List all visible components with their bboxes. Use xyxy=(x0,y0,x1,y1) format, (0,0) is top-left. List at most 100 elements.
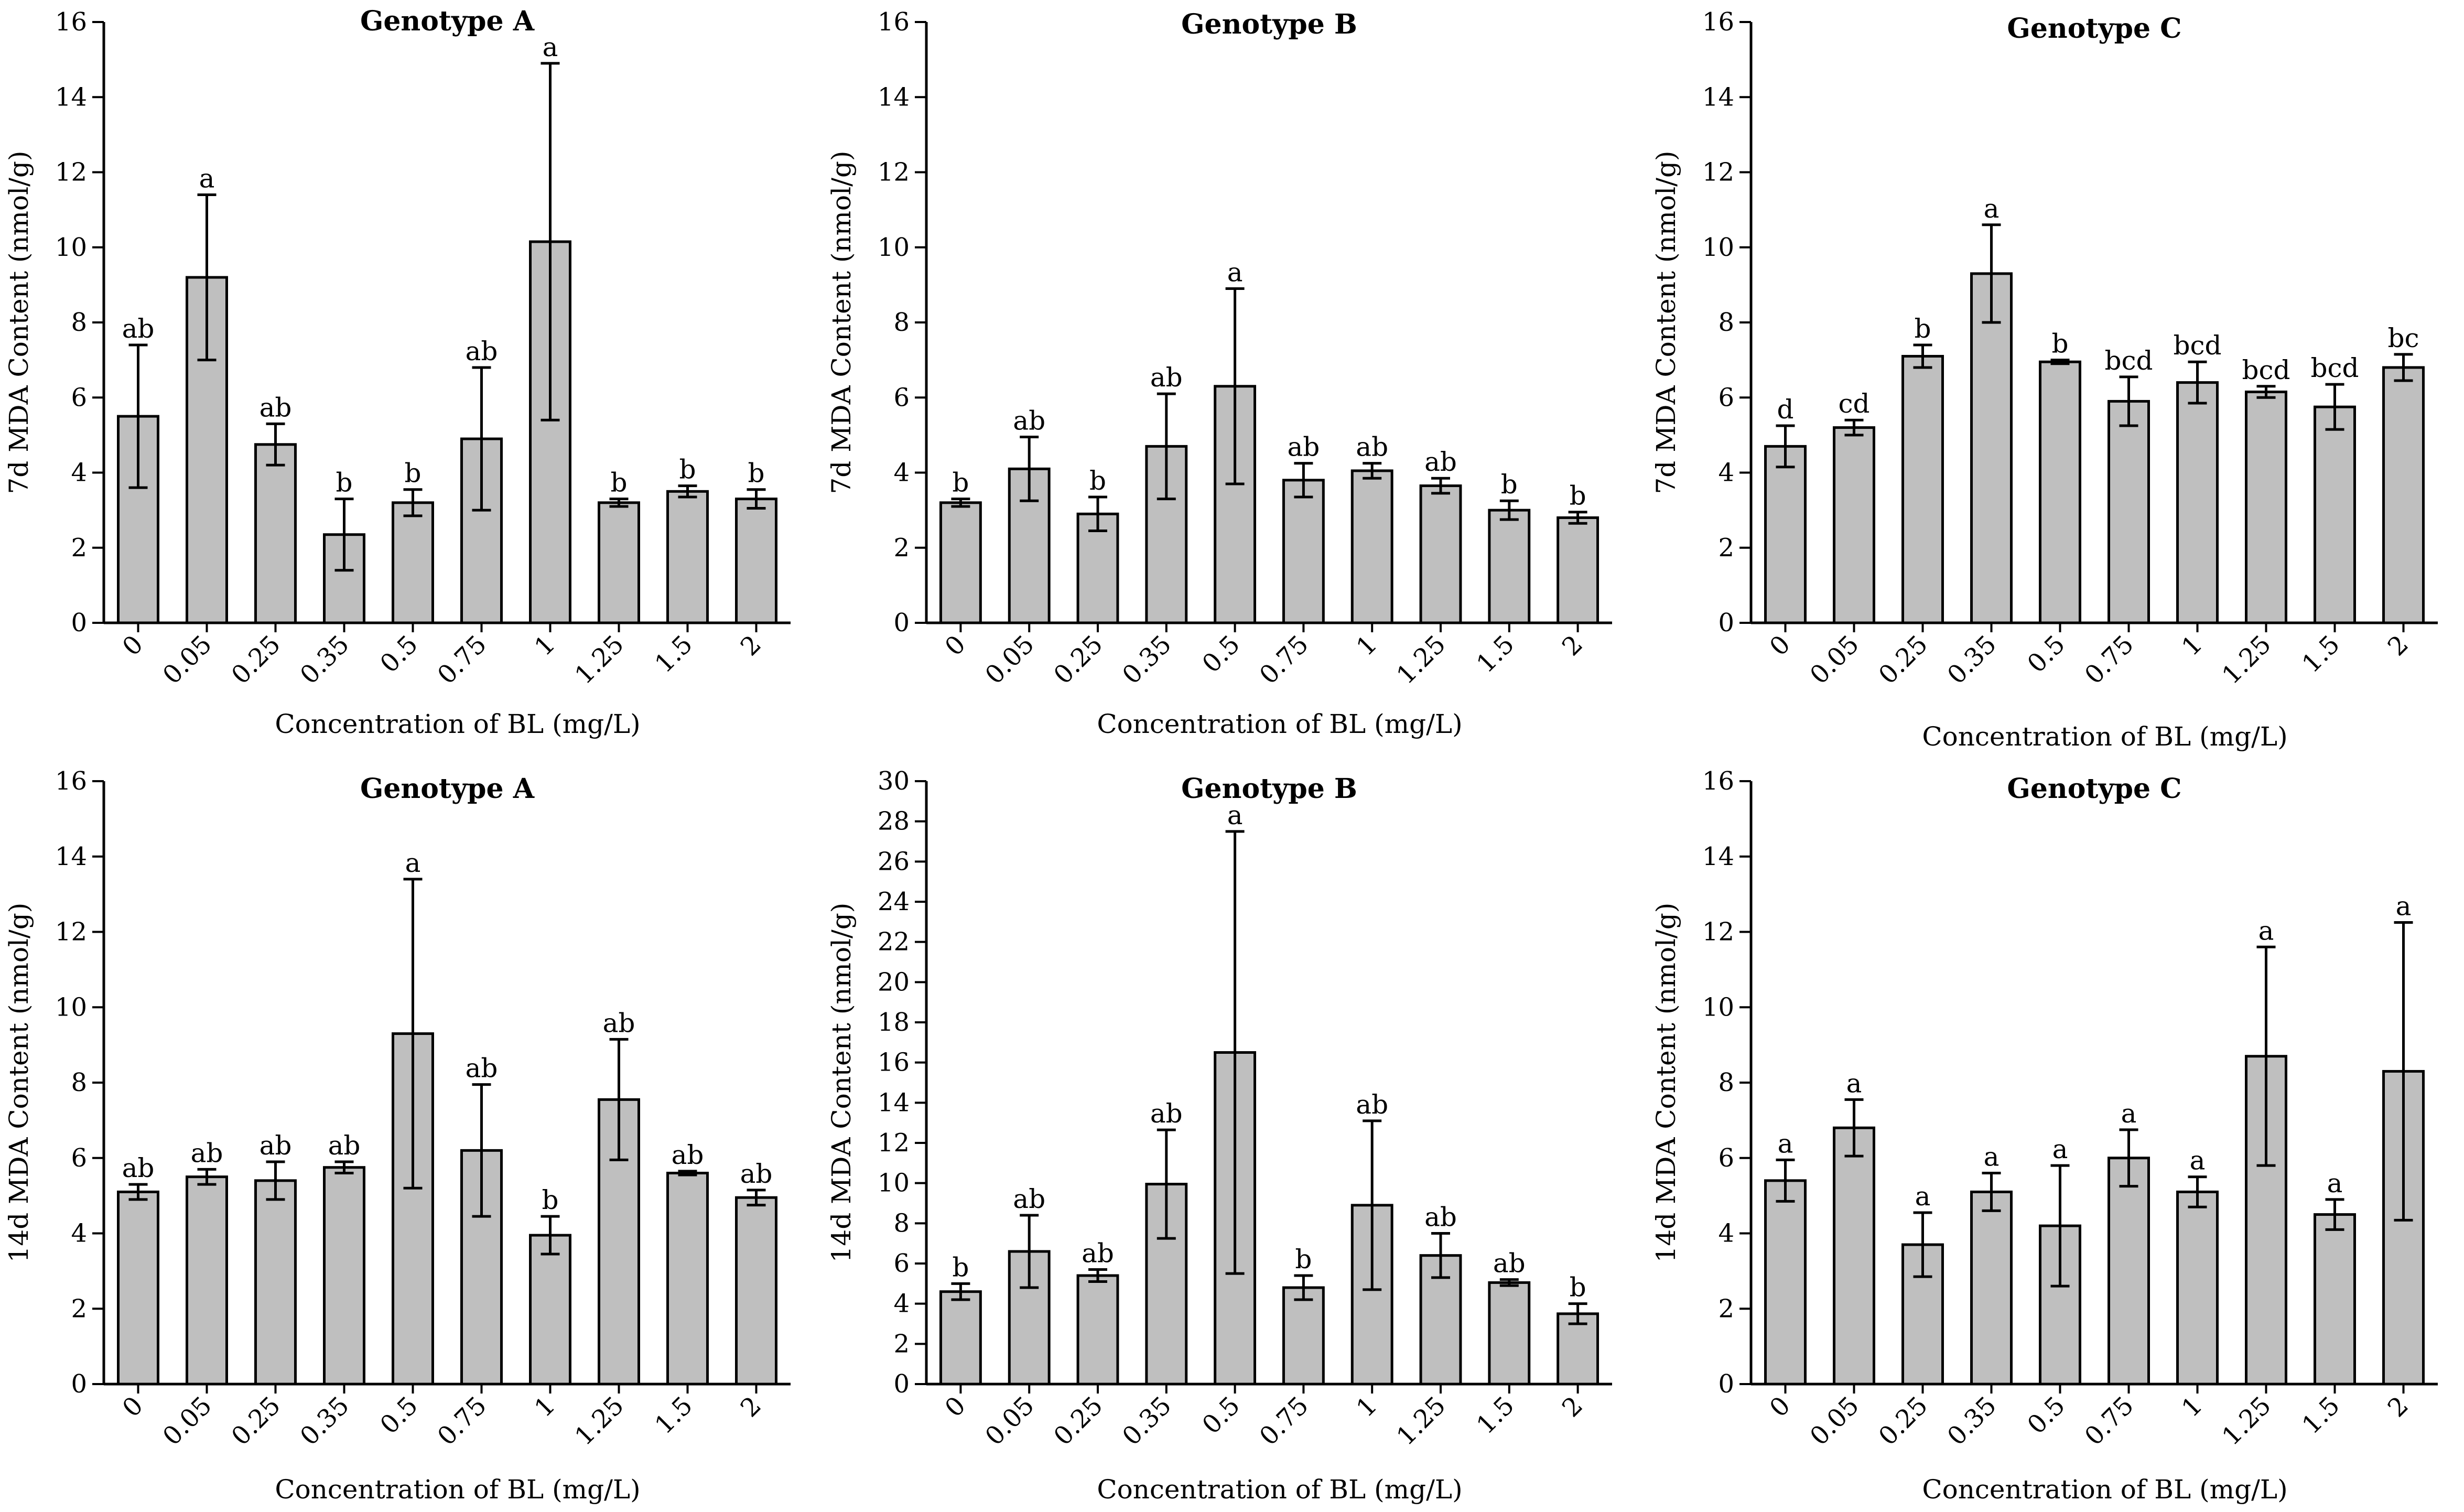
bar xyxy=(1488,1281,1531,1386)
x-tick-label: 0.5 xyxy=(2022,630,2071,679)
y-tick-label: 6 xyxy=(893,383,910,412)
chart-panel-3: 0246810121416d0cd0.05b0.25a0.35b0.5bcd0.… xyxy=(1651,7,2438,752)
x-tick-label: 0.35 xyxy=(295,630,355,690)
y-tick-label: 0 xyxy=(893,1369,910,1399)
significance-label: ab xyxy=(1493,1248,1526,1279)
x-tick-label: 0.25 xyxy=(226,1391,286,1451)
y-tick-label: 0 xyxy=(1718,1369,1734,1399)
significance-label: a xyxy=(199,163,215,193)
y-tick-label: 4 xyxy=(71,458,87,488)
chart-panel-4: 0246810121416ab0ab0.05ab0.25ab0.35a0.5ab… xyxy=(4,766,791,1505)
x-tick-label: 2 xyxy=(2382,630,2414,662)
y-tick-label: 10 xyxy=(55,233,87,262)
y-tick-label: 16 xyxy=(1702,7,1734,37)
chart-title: Genotype B xyxy=(1181,773,1357,805)
chart-panel-5: 024681012141618202224262830b0ab0.05ab0.2… xyxy=(826,766,1612,1505)
y-tick-label: 14 xyxy=(55,842,87,871)
y-tick-label: 6 xyxy=(71,1143,87,1173)
bar xyxy=(254,443,297,624)
bar xyxy=(1076,512,1119,624)
chart-panel-2: 0246810121416b0ab0.05b0.25ab0.35a0.5ab0.… xyxy=(826,7,1612,739)
y-tick-label: 16 xyxy=(55,7,87,37)
y-axis-label: 7d MDA Content (nmol/g) xyxy=(1651,150,1681,494)
x-tick-label: 0.05 xyxy=(1804,1391,1865,1451)
y-tick-label: 0 xyxy=(1718,608,1734,638)
bar xyxy=(1970,1190,2013,1386)
significance-label: b xyxy=(952,468,969,498)
y-tick-label: 12 xyxy=(55,158,87,187)
bar xyxy=(2108,1157,2150,1386)
significance-label: a xyxy=(405,848,421,878)
x-tick-label: 0.5 xyxy=(1197,1391,1246,1440)
x-tick-label: 0 xyxy=(117,630,149,662)
bar xyxy=(117,1190,159,1386)
x-axis-label: Concentration of BL (mg/L) xyxy=(1922,721,2287,752)
x-tick-label: 2 xyxy=(1557,1391,1588,1423)
y-tick-label: 8 xyxy=(893,308,910,337)
x-tick-label: 1.25 xyxy=(2217,1391,2277,1451)
y-tick-label: 2 xyxy=(71,533,87,563)
bar xyxy=(2314,1213,2356,1386)
x-tick-label: 1.5 xyxy=(2296,1391,2346,1440)
y-axis-label: 7d MDA Content (nmol/g) xyxy=(4,150,34,494)
significance-label: bcd xyxy=(2242,355,2290,385)
x-tick-label: 0.75 xyxy=(1254,1391,1314,1451)
significance-label: cd xyxy=(1838,388,1869,419)
y-tick-label: 6 xyxy=(1718,383,1734,412)
significance-label: ab xyxy=(260,1130,292,1161)
significance-label: ab xyxy=(191,1138,223,1168)
y-tick-label: 0 xyxy=(893,608,910,638)
significance-label: ab xyxy=(1150,362,1183,393)
significance-label: ab xyxy=(1013,1184,1045,1214)
y-axis-label: 14d MDA Content (nmol/g) xyxy=(826,903,857,1263)
y-tick-label: 20 xyxy=(878,967,910,997)
bar xyxy=(1350,469,1393,624)
x-axis-label: Concentration of BL (mg/L) xyxy=(1097,1474,1462,1505)
x-tick-label: 0 xyxy=(1764,1391,1796,1423)
x-tick-label: 0.35 xyxy=(295,1391,355,1451)
x-tick-label: 0.5 xyxy=(374,1391,424,1440)
x-tick-label: 0.05 xyxy=(157,630,218,690)
x-tick-label: 1.25 xyxy=(1391,1391,1451,1451)
significance-label: a xyxy=(1227,800,1243,830)
significance-label: a xyxy=(2396,891,2412,922)
x-tick-label: 1 xyxy=(1350,1391,1382,1423)
significance-label: b xyxy=(1570,1272,1586,1303)
x-axis-label: Concentration of BL (mg/L) xyxy=(275,709,640,739)
x-tick-label: 1.25 xyxy=(1391,630,1451,690)
bar xyxy=(1557,516,1600,624)
x-tick-label: 0.35 xyxy=(1117,630,1177,690)
y-tick-label: 0 xyxy=(71,1369,87,1399)
bar xyxy=(323,1166,365,1386)
bar xyxy=(1833,1126,1875,1386)
x-tick-label: 2 xyxy=(1557,630,1588,662)
x-tick-label: 0.5 xyxy=(1197,630,1246,679)
x-tick-label: 0 xyxy=(1764,630,1796,662)
x-tick-label: 0.25 xyxy=(1873,1391,1933,1451)
bar xyxy=(1282,479,1325,624)
significance-label: a xyxy=(2190,1146,2206,1176)
y-tick-label: 8 xyxy=(71,1068,87,1097)
bar xyxy=(254,1179,297,1386)
y-tick-label: 18 xyxy=(878,1008,910,1037)
significance-label: a xyxy=(543,32,558,62)
significance-label: ab xyxy=(1150,1098,1183,1129)
significance-label: ab xyxy=(466,1053,498,1084)
x-tick-label: 1.5 xyxy=(1471,1391,1520,1440)
y-tick-label: 28 xyxy=(878,807,910,836)
y-tick-label: 14 xyxy=(1702,82,1734,112)
x-tick-label: 1 xyxy=(2176,1391,2208,1423)
significance-label: b xyxy=(404,458,421,489)
significance-label: ab xyxy=(328,1130,361,1161)
y-tick-label: 10 xyxy=(1702,233,1734,262)
x-tick-label: 0.75 xyxy=(2079,1391,2139,1451)
bar xyxy=(735,1196,777,1386)
x-tick-label: 1 xyxy=(2176,630,2208,662)
significance-label: a xyxy=(1778,1128,1793,1159)
significance-label: a xyxy=(2052,1134,2068,1164)
significance-label: bcd xyxy=(2310,353,2359,383)
significance-label: bcd xyxy=(2173,330,2221,361)
x-tick-label: 1.5 xyxy=(649,630,698,679)
y-tick-label: 4 xyxy=(893,458,910,488)
x-tick-label: 0.05 xyxy=(980,1391,1040,1451)
